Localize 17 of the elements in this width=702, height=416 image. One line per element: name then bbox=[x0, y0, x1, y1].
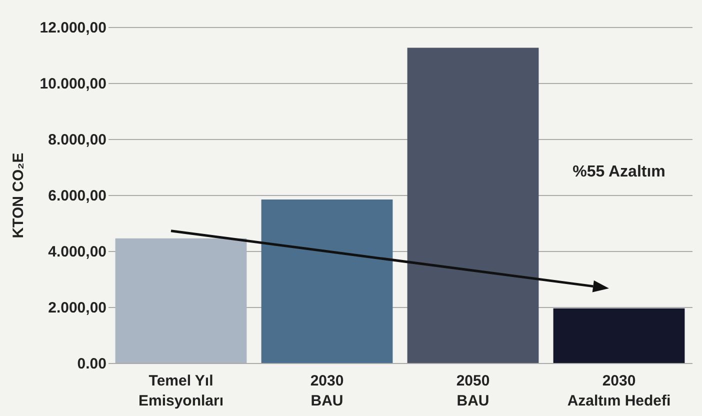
bar bbox=[553, 308, 685, 363]
bar bbox=[261, 199, 393, 363]
y-tick-label: 6.000,00 bbox=[48, 188, 106, 204]
x-tick-label: 2030 BAU bbox=[310, 372, 344, 410]
y-tick-label: 2.000,00 bbox=[48, 300, 106, 316]
x-tick-label: Temel Yıl Emisyonları bbox=[138, 372, 224, 410]
x-tick-label: 2030 Azaltım Hedefi bbox=[567, 372, 671, 410]
annotation: %55 Azaltım bbox=[572, 163, 666, 180]
y-tick-label: 4.000,00 bbox=[48, 244, 106, 260]
y-tick-label: 8.000,00 bbox=[48, 132, 106, 148]
y-tick-label: 10.000,00 bbox=[40, 76, 106, 92]
y-axis-title: KTON CO₂E bbox=[10, 152, 27, 238]
bar bbox=[407, 48, 539, 363]
y-tick-label: 0.00 bbox=[77, 356, 106, 372]
y-tick-label: 12.000,00 bbox=[40, 20, 106, 36]
x-tick-label: 2050 BAU bbox=[456, 372, 490, 410]
bar bbox=[115, 238, 247, 363]
